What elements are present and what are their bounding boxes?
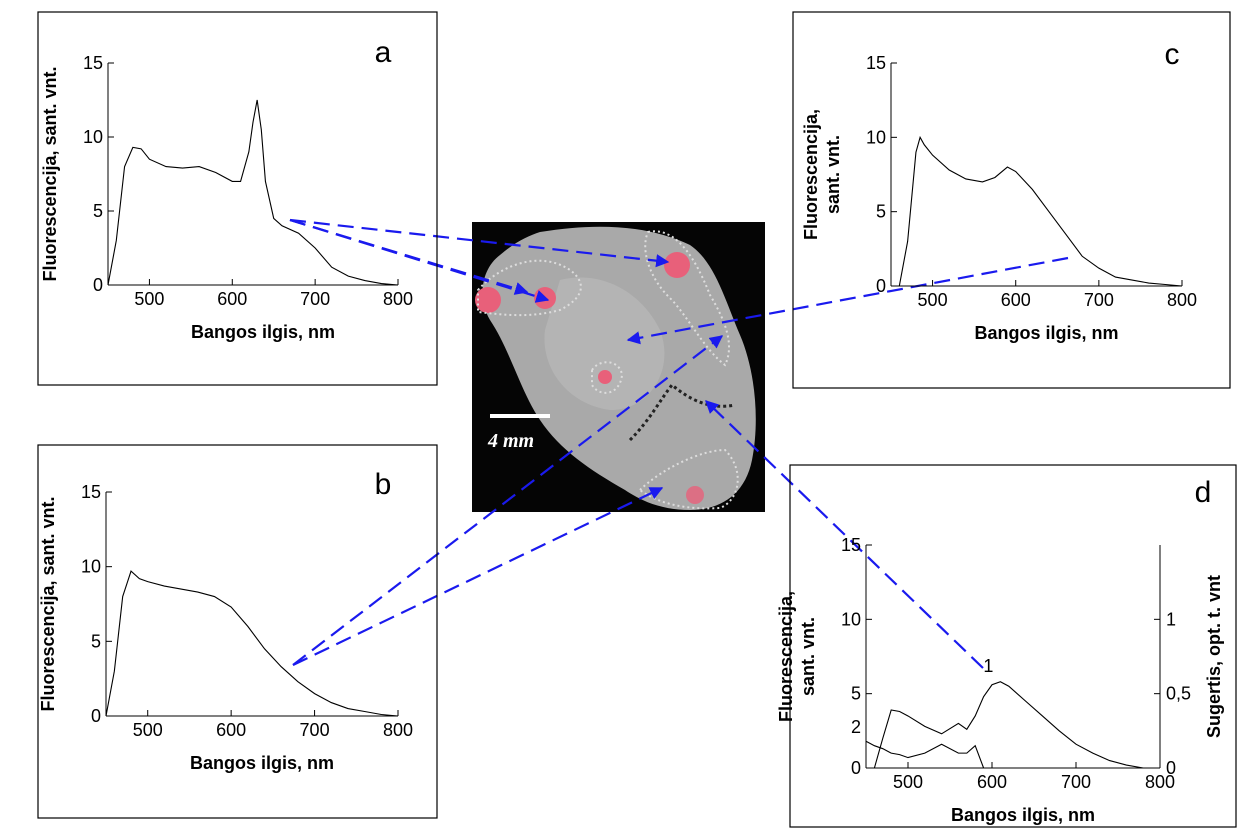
panel-frame [37,11,438,386]
photo: 4 mm [472,222,765,512]
x-tick-label: 700 [300,720,330,740]
y-axis-label: Fluorescencija, sant. vnt. [38,496,58,711]
x-tick-label: 500 [918,290,948,310]
spectrum-line [107,99,399,286]
curve-label: 2 [851,717,861,737]
panel-letter: b [375,468,392,501]
y-tick-label: 0 [93,275,103,295]
y-tick-label: 0 [851,758,861,778]
y-tick-label: 0 [91,706,101,726]
panel: 500 600 700 800 0 5 10 15 c Bangos ilgis, nm Fluor… [792,11,1231,389]
y-tick-label: 15 [841,535,861,555]
y-tick-label: 15 [81,482,101,502]
x-tick-label: 500 [133,720,163,740]
y-tick-label: 5 [91,631,101,651]
x-tick-label: 800 [1145,772,1175,792]
x-tick-label: 800 [383,289,413,309]
y-tick-label: 5 [93,201,103,221]
x-tick-label: 500 [893,772,923,792]
panel-frame [789,464,1237,828]
y2-tick-label: 0 [1166,758,1176,778]
y-tick-label: 10 [81,557,101,577]
panel: 500 600 700 800 0 5 10 15 a Bangos ilgis, nm Fluor… [37,11,438,386]
y2-tick-label: 0,5 [1166,684,1191,704]
y-tick-label: 10 [841,609,861,629]
spectrum-line [898,135,1183,287]
y-tick-label: 10 [866,127,886,147]
y-axis-label: sant. vnt. [823,135,843,214]
panel-letter: c [1165,38,1180,71]
arrows [289,218,1069,669]
panel-letter: d [1195,476,1212,509]
x-tick-label: 600 [1001,290,1031,310]
y-tick-label: 15 [83,53,103,73]
spectrum-line [865,740,985,769]
y-tick-label: 5 [876,202,886,222]
x-tick-label: 600 [977,772,1007,792]
spectrum-line [105,570,399,717]
y-axis-label: sant. vnt. [798,617,818,696]
x-tick-label: 800 [1167,290,1197,310]
y-tick-label: 15 [866,53,886,73]
x-tick-label: 700 [1084,290,1114,310]
y-tick-label: 0 [876,276,886,296]
y-tick-label: 10 [83,127,103,147]
spectrum-line [873,681,1160,769]
y-axis-label: Fluorescencija, [801,109,821,240]
x-axis-label: Bangos ilgis, nm [951,805,1095,825]
x-axis-label: Bangos ilgis, nm [190,753,334,773]
y-axis-label: Fluorescencija, sant. vnt. [40,66,60,281]
panel-frame [37,444,438,819]
x-tick-label: 800 [383,720,413,740]
x-tick-label: 600 [216,720,246,740]
panel: 500 600 700 800 0 5 10 15 b Bangos ilgis, nm Fluor… [37,444,438,819]
curve-label: 1 [983,656,993,676]
x-axis-label: Bangos ilgis, nm [191,322,335,342]
x-tick-label: 500 [134,289,164,309]
x-tick-label: 600 [217,289,247,309]
panel-letter: a [375,36,392,69]
y-tick-label: 5 [851,684,861,704]
x-tick-label: 700 [300,289,330,309]
x-tick-label: 700 [1061,772,1091,792]
scale-label: 4 mm [487,430,534,452]
y2-axis-label: Sugertis, opt. t. vnt [1204,575,1224,738]
y-axis-label: Fluorescencija, [776,591,796,722]
panel-frame [792,11,1231,389]
x-axis-label: Bangos ilgis, nm [974,323,1118,343]
y2-tick-label: 1 [1166,609,1176,629]
